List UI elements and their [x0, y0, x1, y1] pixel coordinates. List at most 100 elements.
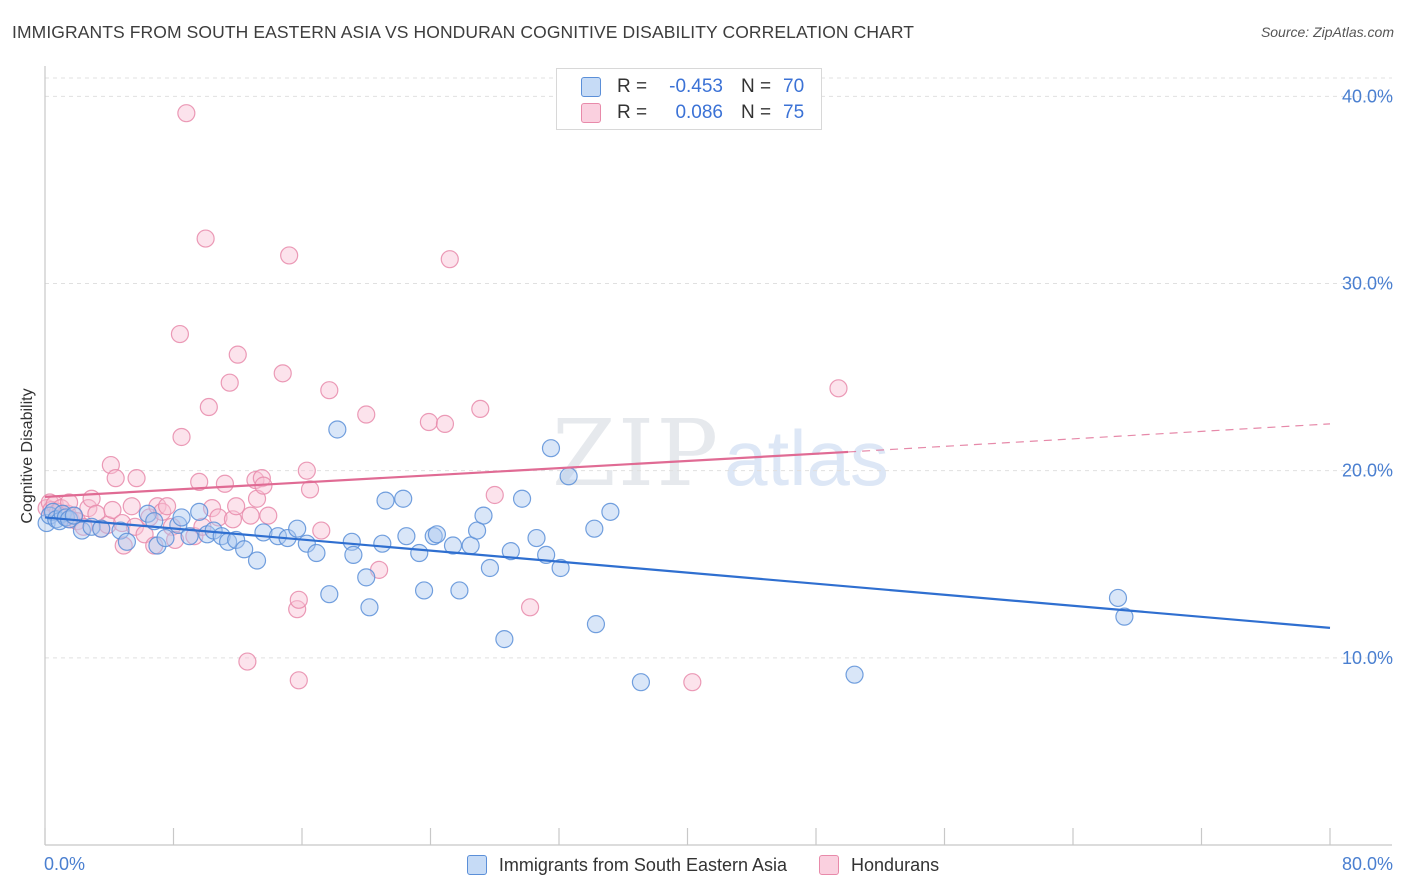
blue-data-point [414, 581, 434, 600]
blue-data-point [288, 519, 307, 538]
pink-data-point [172, 427, 191, 447]
pink-swatch [581, 103, 601, 123]
legend-item-immigrants[interactable]: Immigrants from South Eastern Asia [466, 854, 788, 876]
pink-data-point [127, 469, 146, 488]
series-legend: Immigrants from South Eastern Asia Hondu… [0, 852, 1406, 878]
pink-data-point [196, 229, 215, 248]
blue-data-point [527, 528, 546, 548]
pink-data-point [157, 497, 177, 516]
pink-trend-extension [848, 423, 1331, 453]
pink-trend-line [44, 450, 849, 498]
blue-data-point [601, 502, 620, 521]
x-tick-label: 0.0% [44, 854, 85, 874]
pink-data-point [177, 104, 196, 123]
blue-data-point [501, 542, 520, 561]
blue-data-point [424, 527, 443, 546]
blue-data-point [307, 543, 326, 563]
legend-label-immigrants: Immigrants from South Eastern Asia [498, 854, 788, 875]
blue-data-point [512, 489, 532, 508]
pink-data-point [683, 673, 702, 692]
blue-data-point [474, 506, 493, 525]
pink-data-point [252, 469, 271, 488]
pink-data-point [520, 598, 540, 617]
pink-data-point [300, 480, 320, 499]
pink-data-point [280, 246, 299, 265]
blue-data-point [480, 558, 500, 578]
blue-data-point [117, 532, 137, 551]
pink-data-point [106, 469, 125, 488]
stats-legend: R = -0.453 N = 70 R = 0.086 N = 75 [556, 68, 822, 130]
pink-data-point [148, 497, 167, 516]
pink-data-point [435, 414, 455, 433]
pink-data-point [103, 500, 122, 520]
r-value-pink: 0.086 [675, 102, 723, 123]
blue-data-point [495, 630, 514, 649]
watermark-zip: ZIP [552, 400, 721, 507]
blue-data-point [342, 532, 361, 551]
r-label: R = [617, 76, 648, 97]
blue-data-point [111, 521, 130, 540]
pink-data-point [241, 506, 260, 525]
pink-data-point [259, 506, 278, 525]
blue-data-point [156, 528, 175, 548]
blue-data-point [1108, 588, 1128, 608]
pink-data-point [247, 489, 267, 508]
blue-data-point [450, 581, 469, 600]
blue-data-point [443, 536, 463, 555]
blue-data-point [235, 540, 254, 559]
blue-data-point [845, 665, 864, 684]
y-tick-label: 20.0% [1342, 461, 1393, 481]
pink-data-point [297, 461, 316, 480]
blue-data-point [427, 525, 447, 544]
pink-data-point [440, 250, 459, 269]
blue-data-point [72, 521, 92, 540]
blue-data-point [92, 519, 111, 538]
blue-swatch [466, 855, 487, 875]
pink-data-point [485, 485, 504, 505]
pink-data-point [122, 497, 141, 516]
stats-row-blue: R = -0.453 N = 70 [581, 75, 804, 99]
blue-data-point [138, 504, 157, 523]
pink-data-point [419, 412, 438, 432]
pink-data-point [289, 590, 308, 609]
blue-data-point [631, 673, 651, 692]
legend-label-hondurans: Hondurans [851, 854, 940, 875]
pink-data-point [190, 472, 209, 492]
y-tick-label: 10.0% [1342, 648, 1393, 668]
blue-data-point [586, 615, 606, 634]
n-value-pink: 75 [783, 102, 805, 123]
blue-data-point [559, 467, 578, 486]
pink-data-point [288, 600, 307, 619]
r-label: R = [617, 102, 648, 123]
pink-data-point [829, 379, 848, 398]
blue-data-point [1115, 607, 1134, 626]
blue-data-point [551, 558, 570, 578]
pink-data-point [220, 373, 239, 392]
pink-data-point [289, 671, 308, 690]
pink-data-point [320, 381, 339, 400]
pink-data-point [312, 521, 331, 540]
x-tick-label: 80.0% [1342, 854, 1393, 874]
blue-data-point [360, 598, 379, 617]
blue-data-point [320, 585, 339, 604]
blue-data-point [585, 519, 604, 538]
pink-data-point [273, 364, 292, 383]
blue-data-point [397, 527, 416, 546]
blue-data-point [357, 568, 376, 587]
blue-data-point [328, 420, 347, 439]
blue-data-point [247, 551, 267, 570]
blue-data-point [541, 439, 561, 458]
r-value-blue: -0.453 [669, 76, 723, 97]
pink-swatch [819, 855, 840, 875]
legend-item-hondurans[interactable]: Hondurans [819, 855, 939, 876]
pink-data-point [215, 474, 234, 493]
blue-data-point [180, 527, 199, 546]
source-label: Source: ZipAtlas.com [1260, 24, 1394, 40]
watermark: ZIPatlas [552, 400, 889, 507]
n-label: N = [741, 76, 772, 97]
blue-trend-line [44, 516, 1331, 629]
blue-data-point [467, 521, 487, 540]
n-value-blue: 70 [783, 76, 805, 97]
pink-data-point [238, 652, 257, 671]
